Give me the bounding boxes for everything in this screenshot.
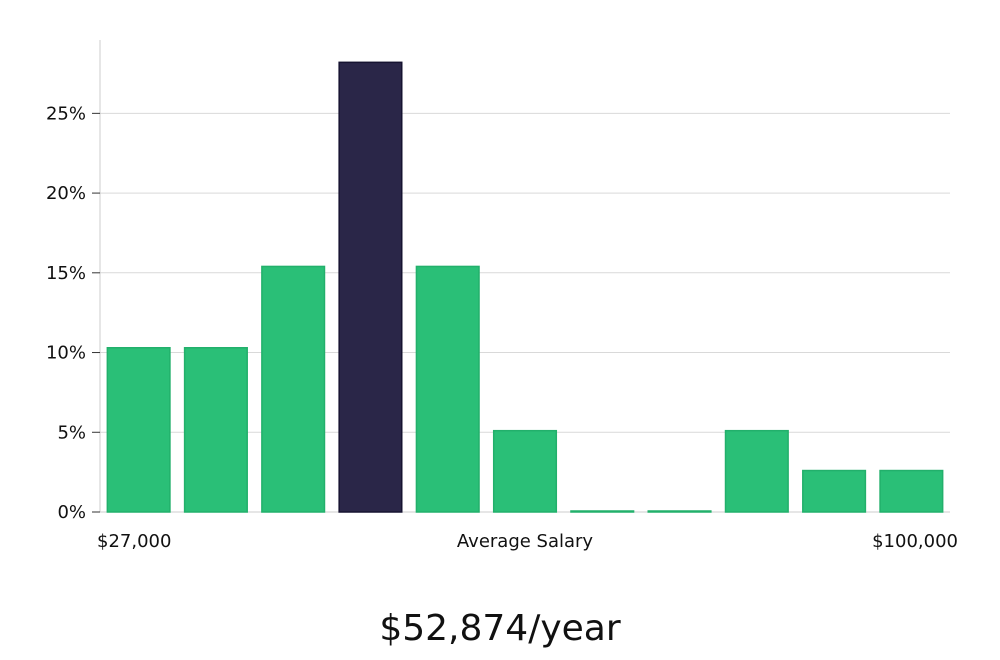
average-salary-value: $52,874/year	[379, 608, 621, 649]
bar	[647, 510, 712, 513]
bar	[492, 429, 558, 513]
bar	[106, 347, 171, 513]
x-axis-title: Average Salary	[457, 531, 594, 552]
x-min-label: $27,000	[97, 531, 171, 552]
y-tick-label: 20%	[46, 183, 86, 204]
y-tick-label: 0%	[57, 502, 86, 523]
y-tick-label: 15%	[46, 263, 86, 284]
bar	[261, 265, 326, 513]
bar	[802, 469, 867, 513]
x-max-label: $100,000	[872, 531, 958, 552]
bar-highlighted	[338, 61, 403, 513]
bar	[570, 510, 635, 513]
y-tick-label: 10%	[46, 343, 86, 364]
bar	[183, 347, 248, 513]
y-tick-labels: 0% 5% 10% 15% 20% 25%	[46, 103, 100, 523]
bars	[106, 61, 944, 513]
y-tick-label: 25%	[46, 103, 86, 124]
bar	[415, 265, 480, 513]
y-tick-label: 5%	[57, 422, 86, 443]
bar	[724, 429, 789, 513]
bar	[879, 469, 944, 513]
